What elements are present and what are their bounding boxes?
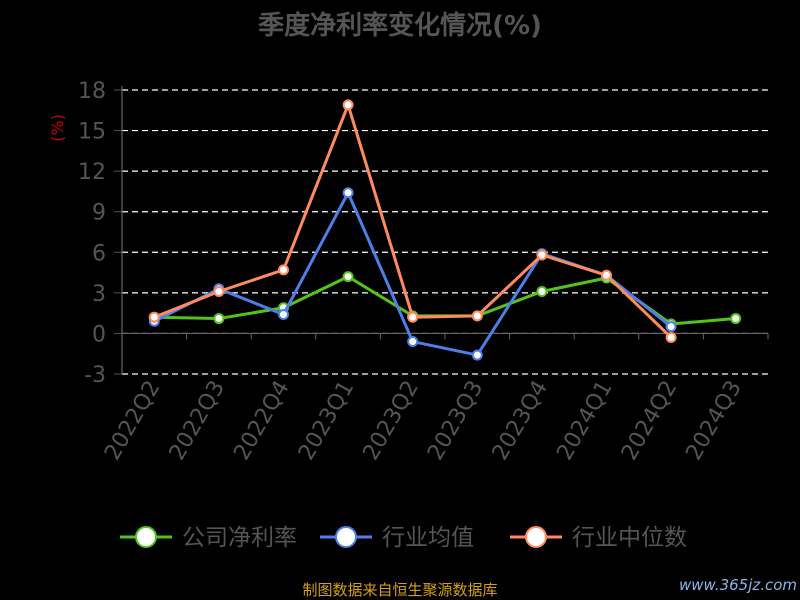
watermark: www.365jz.com bbox=[679, 576, 797, 594]
data-point bbox=[536, 249, 548, 261]
y-tick-label: 18 bbox=[78, 79, 106, 104]
x-tick-label: 2023Q2 bbox=[359, 377, 424, 465]
legend-item-0[interactable]: 公司净利率 bbox=[120, 525, 297, 551]
x-tick-label: 2022Q4 bbox=[229, 377, 294, 465]
data-point bbox=[407, 311, 419, 323]
data-point bbox=[213, 313, 225, 325]
y-axis-label: (%) bbox=[48, 114, 67, 142]
legend-swatch-marker bbox=[135, 526, 157, 548]
data-point bbox=[730, 313, 742, 325]
series-2 bbox=[148, 99, 677, 343]
data-point bbox=[342, 271, 354, 283]
data-point bbox=[342, 187, 354, 199]
series-line bbox=[153, 103, 673, 339]
data-point bbox=[601, 269, 612, 281]
x-axis-ticks: 2022Q2 2022Q3 2022Q4 2023Q1 2023Q2 2023Q3 2023… bbox=[100, 377, 747, 465]
data-point bbox=[536, 286, 548, 298]
series-line bbox=[153, 191, 673, 357]
data-point bbox=[407, 336, 419, 348]
data-point bbox=[665, 331, 677, 343]
legend-item-2[interactable]: 行业中位数 bbox=[510, 525, 687, 551]
x-tick-label: 2024Q3 bbox=[682, 377, 747, 465]
x-tick-label: 2023Q4 bbox=[488, 377, 553, 465]
legend-label: 行业中位数 bbox=[572, 525, 687, 551]
legend-swatch-marker bbox=[525, 526, 547, 548]
data-point bbox=[148, 311, 160, 323]
legend-item-1[interactable]: 行业均值 bbox=[320, 525, 474, 551]
y-tick-label: 12 bbox=[78, 160, 106, 185]
legend-label: 公司净利率 bbox=[182, 525, 297, 551]
y-tick-label: 3 bbox=[92, 282, 106, 307]
legend-label: 行业均值 bbox=[382, 525, 474, 551]
y-tick-label: 15 bbox=[78, 120, 106, 145]
data-point bbox=[471, 349, 483, 361]
x-axis bbox=[121, 86, 769, 374]
x-tick-label: 2024Q2 bbox=[617, 377, 682, 465]
y-tick-label: 9 bbox=[92, 201, 106, 226]
x-tick-label: 2022Q3 bbox=[165, 377, 230, 465]
x-tick-label: 2023Q3 bbox=[423, 377, 488, 465]
legend: 公司净利率 行业均值 行业中位数 bbox=[120, 525, 687, 551]
legend-swatch-marker bbox=[335, 526, 357, 548]
x-tick-label: 2023Q1 bbox=[294, 377, 359, 465]
data-point bbox=[342, 99, 354, 111]
x-tick-label: 2024Q1 bbox=[552, 377, 617, 465]
data-point bbox=[471, 310, 483, 322]
y-tick-label: -3 bbox=[84, 363, 106, 388]
data-point bbox=[278, 264, 289, 276]
y-tick-label: 0 bbox=[92, 322, 106, 347]
chart-title: 季度净利率变化情况(%) bbox=[258, 10, 542, 41]
series-layer bbox=[148, 99, 742, 361]
x-tick-label: 2022Q2 bbox=[100, 377, 165, 465]
y-tick-label: 6 bbox=[92, 241, 106, 266]
data-point bbox=[278, 308, 289, 320]
data-point bbox=[665, 321, 677, 333]
y-axis-ticks: 18 15 12 9 6 3 0 -3 bbox=[78, 79, 122, 388]
data-point bbox=[213, 286, 225, 298]
source-note: 制图数据来自恒生聚源数据库 bbox=[302, 581, 497, 599]
